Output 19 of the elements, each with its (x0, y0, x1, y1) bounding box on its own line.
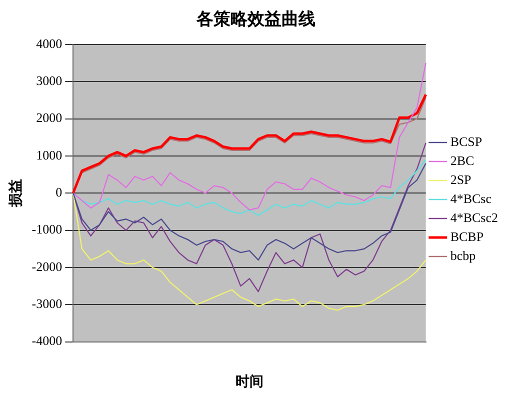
chart-title: 各策略效益曲线 (196, 10, 316, 29)
y-tick-label: 3000 (36, 72, 62, 88)
y-tick-label: 0 (56, 184, 62, 200)
y-tick-label: 2000 (36, 110, 62, 126)
y-tick-label: 4000 (36, 36, 62, 51)
legend-label: bcbp (450, 248, 476, 263)
legend-label: 2BC (450, 152, 474, 168)
y-axis-title: 损益 (8, 179, 24, 208)
y-tick-label: -1000 (32, 222, 62, 237)
legend-label: BCBP (450, 228, 484, 244)
legend-label: 4*BCsc2 (450, 210, 498, 225)
y-tick-label: 1000 (36, 147, 62, 162)
y-tick-label: -2000 (32, 258, 62, 274)
y-tick-label: -4000 (32, 333, 62, 348)
x-axis-title: 时间 (235, 374, 264, 390)
legend-label: 2SP (450, 172, 472, 187)
legend-label: BCSP (450, 134, 482, 149)
y-tick-label: -3000 (32, 296, 62, 312)
legend-label: 4*BCsc (450, 190, 492, 206)
